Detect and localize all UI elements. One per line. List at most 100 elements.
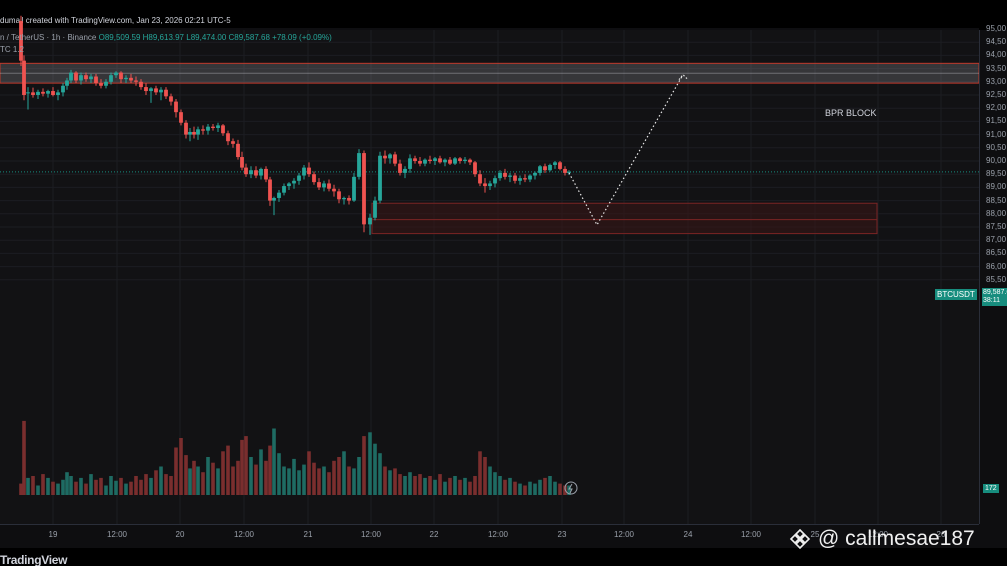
demand-zone	[371, 202, 878, 235]
candle-body	[533, 172, 537, 176]
time-tick-label: 19	[48, 530, 58, 539]
volume-bar	[493, 472, 497, 495]
volume-bar	[164, 474, 168, 495]
time-axis[interactable]	[0, 524, 979, 549]
volume-bar	[558, 483, 562, 495]
chart-pane[interactable]	[0, 30, 979, 524]
bpr-block-label: BPR BLOCK	[825, 108, 877, 118]
volume-bar	[129, 481, 133, 495]
legend-open: O89,509.59	[98, 33, 141, 42]
time-tick-label: 25	[810, 530, 820, 539]
candle-body	[268, 179, 272, 201]
candle-body	[216, 125, 220, 128]
candle-body	[74, 72, 78, 81]
volume-bar	[226, 445, 230, 495]
candle-body	[332, 188, 336, 192]
volume-bar	[19, 483, 23, 495]
volume-bar	[483, 457, 487, 495]
volume-bar	[169, 476, 173, 495]
volume-bar	[188, 468, 192, 495]
volume-bar	[124, 483, 128, 495]
candle-body	[79, 75, 83, 81]
volume-bar	[538, 479, 542, 495]
candle-body	[428, 159, 432, 161]
volume-bar	[312, 462, 316, 495]
candle-body	[342, 197, 346, 200]
candle-body	[164, 89, 168, 97]
time-tick-label: 12:00	[613, 530, 635, 539]
projection-path	[568, 74, 684, 227]
legend-close: C89,587.68	[228, 33, 270, 42]
volume-bar	[332, 460, 336, 495]
candle-body	[159, 89, 163, 93]
candle-body	[206, 126, 210, 131]
volume-bar	[282, 466, 286, 495]
candle-body	[468, 159, 472, 163]
candle-body	[558, 162, 562, 169]
price-axis[interactable]	[979, 30, 1007, 524]
indicator-legend[interactable]: TC 1.2	[0, 45, 25, 54]
candle-body	[94, 76, 98, 84]
price-tick-label: 86,50	[986, 248, 1007, 258]
candle-body	[129, 77, 133, 81]
candle-body	[124, 77, 128, 80]
candle-body	[84, 75, 88, 80]
candle-body	[538, 166, 542, 173]
price-tick-label: 89,50	[986, 169, 1007, 179]
volume-bar	[104, 485, 108, 495]
volume-bar	[327, 472, 331, 495]
candle-body	[448, 159, 452, 164]
volume-bar	[498, 476, 502, 495]
price-tick-label: 92,50	[986, 90, 1007, 99]
candle-body	[307, 167, 311, 175]
candle-body	[317, 182, 321, 188]
price-tick-label: 95,00	[986, 24, 1007, 33]
volume-bar	[244, 436, 248, 495]
candle-body	[26, 92, 30, 94]
volume-bar	[277, 453, 281, 495]
volume-bar	[134, 476, 138, 495]
volume-bar	[74, 481, 78, 495]
candle-body	[513, 175, 517, 181]
volume-bar	[428, 476, 432, 495]
volume-bar	[159, 466, 163, 495]
volume-bar	[533, 483, 537, 495]
candle-body	[201, 129, 205, 131]
volume-bar	[114, 480, 118, 495]
candle-body	[548, 164, 552, 171]
price-tick-label: 86,00	[986, 261, 1007, 271]
candle-body	[254, 170, 258, 176]
volume-bar	[254, 464, 258, 495]
volume-bar	[567, 485, 571, 495]
candle-body	[388, 154, 392, 159]
candle-body	[433, 158, 437, 161]
price-tick-label: 93,00	[986, 76, 1007, 86]
candle-body	[65, 80, 69, 86]
volume-bar	[240, 439, 244, 495]
candle-body	[192, 131, 196, 135]
time-tick-label: 12:00	[360, 530, 382, 539]
volume-bar	[51, 481, 55, 495]
price-tick-label: 94,50	[986, 37, 1007, 47]
price-tick-label: 91,00	[986, 129, 1007, 139]
lightning-icon	[568, 483, 573, 494]
volume-bar	[463, 477, 467, 495]
candle-body	[473, 162, 477, 175]
candle-body	[423, 159, 427, 164]
candle-body	[413, 158, 417, 161]
volume-bar	[41, 474, 45, 495]
chart-zones	[0, 62, 980, 235]
chart-credit: dumall created with TradingView.com, Jan…	[0, 16, 231, 25]
volume-bar	[56, 483, 60, 495]
volume-bar	[393, 468, 397, 495]
volume-bar	[508, 477, 512, 495]
volume-bar	[543, 477, 547, 495]
volume-bar	[523, 485, 527, 495]
volume-bar	[26, 477, 30, 495]
volume-bar	[287, 468, 291, 495]
volume-bar	[528, 481, 532, 495]
symbol-legend[interactable]: n / TetherUS · 1h · Binance O89,509.59 H…	[0, 33, 332, 42]
candle-body	[41, 91, 45, 94]
replay-icon	[564, 481, 578, 495]
